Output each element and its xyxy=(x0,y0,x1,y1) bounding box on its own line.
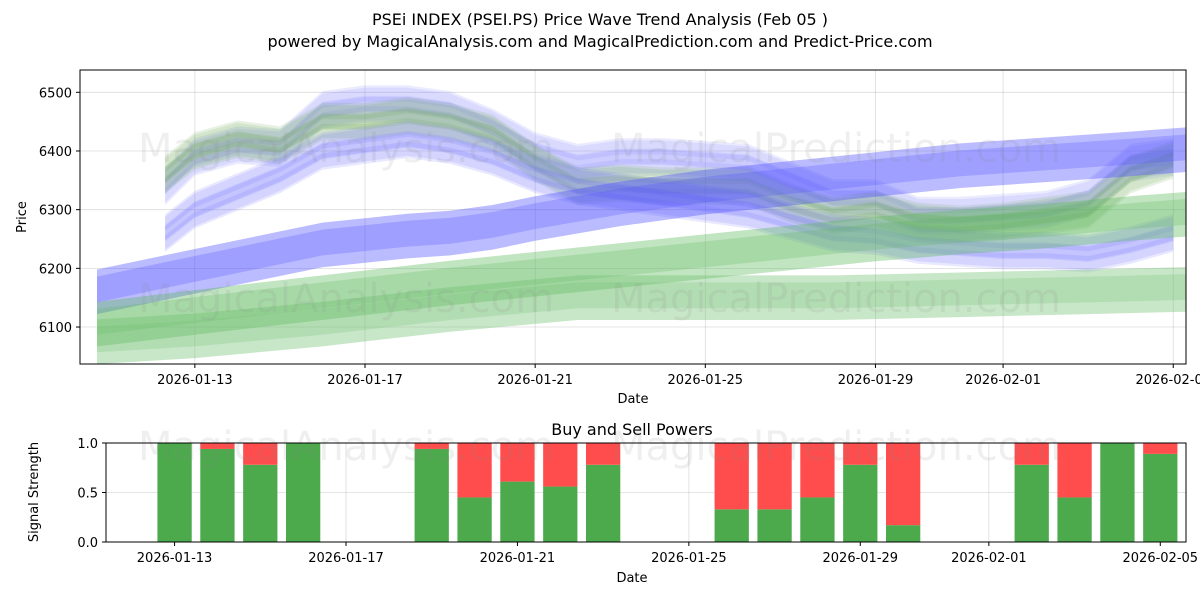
green-lower-band xyxy=(97,267,1186,364)
signal-y-tick-label: 0.5 xyxy=(77,487,98,502)
price-y-tick-label: 6200 xyxy=(39,262,72,277)
signal-x-tick-label: 2026-01-25 xyxy=(651,551,727,566)
blue-trend-band-core xyxy=(97,134,1186,303)
price-y-tick-label: 6300 xyxy=(39,204,72,219)
signal-x-tick-label: 2026-01-13 xyxy=(137,551,213,566)
signal-x-tick-label: 2026-01-17 xyxy=(308,551,384,566)
signal-x-tick-label: 2026-01-29 xyxy=(823,551,899,566)
signal-watermark-2: MagicalPrediction.com xyxy=(611,424,1061,470)
signal-y-axis-label: Signal Strength xyxy=(27,442,42,542)
sell-power-bar xyxy=(714,443,749,510)
price-watermark-1: MagicalAnalysis.com xyxy=(138,126,554,172)
buy-power-bar xyxy=(543,486,578,542)
signal-x-tick-label: 2026-01-21 xyxy=(480,551,556,566)
price-grid xyxy=(80,70,1186,364)
price-series xyxy=(97,85,1186,364)
buy-power-bar xyxy=(586,464,621,542)
buy-power-bar xyxy=(1100,443,1135,542)
lower-wave-center-layer xyxy=(165,120,1174,252)
green-trend-band-core xyxy=(97,198,1186,335)
upper-wave-center-layer xyxy=(165,85,1174,214)
signal-y-ticks: 0.0 0.5 1.0 xyxy=(77,437,106,551)
buy-power-bar xyxy=(500,481,535,542)
lower-wave-center-layer xyxy=(165,141,1174,273)
buy-power-bar xyxy=(757,509,792,542)
buy-power-bar xyxy=(200,448,235,542)
signal-x-ticks: 2026-01-13 2026-01-17 2026-01-21 2026-01-25… xyxy=(137,542,1198,566)
lower-wave-center-layer xyxy=(165,131,1174,262)
buy-power-bar xyxy=(714,509,749,542)
buy-power-bar xyxy=(1014,464,1049,542)
price-watermark-4: MagicalPrediction.com xyxy=(611,276,1061,322)
buy-power-bar xyxy=(157,443,192,542)
buy-power-bar xyxy=(457,497,492,542)
price-x-tick-label: 2026-01-29 xyxy=(838,373,914,388)
lower-wave-center-layer xyxy=(165,122,1174,261)
signal-x-tick-label: 2026-02-05 xyxy=(1123,551,1199,566)
buy-power-bar xyxy=(843,464,878,542)
green-wave-center-layer xyxy=(165,108,1174,241)
sell-power-bar xyxy=(457,443,492,498)
price-x-tick-label: 2026-02-01 xyxy=(965,373,1041,388)
signal-chart-title: Buy and Sell Powers xyxy=(551,420,713,439)
buy-power-bar xyxy=(886,525,921,542)
price-x-axis-label: Date xyxy=(617,392,648,407)
sell-power-bar xyxy=(414,443,449,449)
buy-power-bar xyxy=(1057,497,1092,542)
sell-power-bar xyxy=(243,443,278,465)
buy-power-bar xyxy=(1143,453,1178,542)
price-x-tick-label: 2026-01-21 xyxy=(497,373,573,388)
buy-power-bar xyxy=(243,464,278,542)
price-plot-frame xyxy=(79,69,1187,365)
buy-power-bar xyxy=(414,448,449,542)
main-chart-subtitle: powered by MagicalAnalysis.com and Magic… xyxy=(267,32,932,51)
sell-power-bar xyxy=(543,443,578,487)
price-plot: MagicalAnalysis.com MagicalPrediction.co… xyxy=(15,69,1200,407)
sell-power-bar xyxy=(800,443,835,498)
buy-power-bar xyxy=(800,497,835,542)
price-watermark-3: MagicalAnalysis.com xyxy=(138,276,554,322)
upper-wave-center-layer xyxy=(165,106,1174,235)
sell-power-bar xyxy=(1057,443,1092,498)
price-y-tick-label: 6400 xyxy=(39,145,72,160)
sell-power-bar xyxy=(586,443,621,465)
price-x-ticks: 2026-01-13 2026-01-17 2026-01-21 2026-01-25… xyxy=(157,364,1200,388)
green-trend-band xyxy=(97,191,1186,347)
price-y-ticks: 6100 6200 6300 6400 6500 xyxy=(39,86,80,336)
price-x-tick-label: 2026-01-13 xyxy=(157,373,233,388)
green-lower-band-core xyxy=(97,274,1186,353)
signal-bars xyxy=(157,443,1178,542)
signal-y-tick-label: 0.0 xyxy=(77,536,98,551)
signal-watermark-1: MagicalAnalysis.com xyxy=(138,424,554,470)
signal-plot: MagicalAnalysis.com MagicalPrediction.co… xyxy=(27,424,1198,586)
upper-wave-center-layer xyxy=(165,87,1174,223)
sell-power-bar xyxy=(500,443,535,482)
price-y-tick-label: 6500 xyxy=(39,86,72,101)
sell-power-bar xyxy=(1143,443,1178,454)
price-x-tick-label: 2026-01-25 xyxy=(668,373,744,388)
signal-y-tick-label: 1.0 xyxy=(77,437,98,452)
sell-power-bar xyxy=(200,443,235,449)
sell-power-bar xyxy=(757,443,792,510)
upper-wave-center-layer xyxy=(165,95,1174,224)
buy-power-bar xyxy=(286,443,321,542)
sell-power-bar xyxy=(1014,443,1049,465)
price-x-tick-label: 2026-02-05 xyxy=(1135,373,1200,388)
price-watermark-2: MagicalPrediction.com xyxy=(611,126,1061,172)
price-x-tick-label: 2026-01-17 xyxy=(327,373,403,388)
upper-wave-center-layer xyxy=(165,97,1174,232)
green-wave-center-layer xyxy=(165,99,1174,232)
sell-power-bar xyxy=(886,443,921,526)
lower-wave-center-layer xyxy=(165,132,1174,271)
sell-power-bar xyxy=(843,443,878,465)
main-chart-title: PSEi INDEX (PSEI.PS) Price Wave Trend An… xyxy=(372,10,828,29)
price-y-axis-label: Price xyxy=(15,201,30,233)
price-y-tick-label: 6100 xyxy=(39,321,72,336)
blue-trend-band xyxy=(97,127,1186,315)
signal-x-tick-label: 2026-02-01 xyxy=(951,551,1027,566)
signal-x-axis-label: Date xyxy=(616,571,647,586)
